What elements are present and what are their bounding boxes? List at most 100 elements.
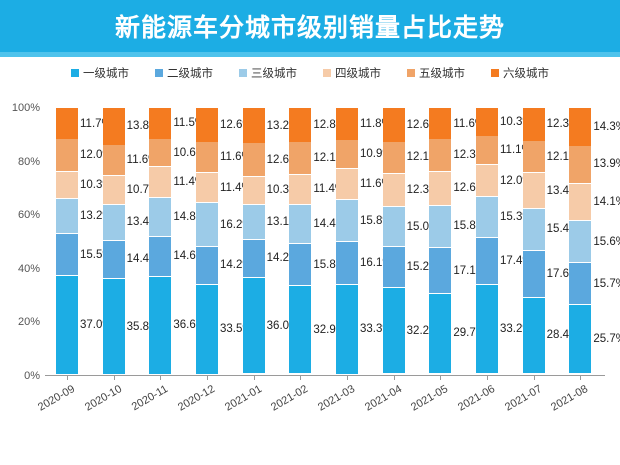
legend-item[interactable]: 六级城市 bbox=[491, 65, 549, 81]
bar-segment[interactable]: 11.4% bbox=[149, 167, 205, 198]
bar-segment[interactable]: 11.5% bbox=[149, 108, 205, 139]
bar-stack[interactable]: 11.5% 10.6% 11.4% 14.8% 14.6% 36.6% bbox=[149, 108, 206, 376]
bar-segment-value-label: 13.9% bbox=[593, 158, 620, 171]
bar-segment[interactable]: 35.8% bbox=[102, 279, 159, 376]
bar-segment[interactable]: 13.4% bbox=[522, 173, 579, 210]
bar-segment[interactable]: 36.6% bbox=[149, 276, 206, 375]
bar-segment[interactable]: 15.8% bbox=[429, 205, 486, 249]
legend-swatch-icon bbox=[491, 69, 499, 77]
bar-segment[interactable]: 12.0% bbox=[56, 139, 113, 172]
bar-segment[interactable]: 32.2% bbox=[382, 288, 439, 375]
bar-segment[interactable]: 11.6% bbox=[429, 108, 485, 140]
bar-segment[interactable]: 14.3% bbox=[569, 108, 620, 147]
x-axis-tick-mark bbox=[253, 376, 255, 380]
bar-segment[interactable]: 12.1% bbox=[289, 142, 346, 175]
bar-stack[interactable]: 10.3% 11.1% 12.0% 15.3% 17.4% 33.2% bbox=[476, 108, 533, 376]
bar-segment[interactable]: 33.3% bbox=[336, 285, 393, 375]
x-axis-tick-mark bbox=[300, 376, 302, 380]
bar-segment[interactable]: 13.9% bbox=[569, 146, 620, 184]
bar-segment[interactable]: 13.2% bbox=[56, 199, 113, 235]
bar-segment[interactable]: 12.6% bbox=[242, 143, 299, 178]
bar-segment[interactable]: 12.1% bbox=[382, 141, 439, 175]
bar-segment[interactable]: 37.0% bbox=[56, 276, 113, 376]
bar-segment[interactable]: 11.4% bbox=[289, 174, 345, 206]
bar-segment[interactable]: 15.6% bbox=[569, 221, 620, 264]
bar-segment[interactable]: 36.0% bbox=[242, 277, 299, 375]
bar-segment[interactable]: 17.6% bbox=[522, 250, 579, 298]
bar-segment[interactable]: 12.6% bbox=[382, 108, 439, 142]
legend-item[interactable]: 三级城市 bbox=[239, 65, 297, 81]
bar-segment[interactable]: 15.8% bbox=[336, 199, 393, 243]
legend-item-label: 一级城市 bbox=[83, 68, 129, 80]
legend-item[interactable]: 四级城市 bbox=[323, 65, 381, 81]
bar-segment[interactable]: 10.9% bbox=[336, 139, 393, 169]
bar-segment[interactable]: 11.7% bbox=[56, 108, 112, 140]
bar-segment[interactable]: 11.6% bbox=[336, 168, 392, 200]
bar-segment[interactable]: 13.2% bbox=[242, 108, 299, 144]
bar-segment[interactable]: 15.3% bbox=[476, 197, 533, 239]
bar-segment[interactable]: 10.3% bbox=[476, 108, 533, 136]
bar-segment[interactable]: 14.6% bbox=[149, 237, 206, 277]
bar-segment[interactable]: 15.8% bbox=[289, 243, 346, 287]
bar-segment[interactable]: 13.8% bbox=[102, 108, 159, 145]
legend-item[interactable]: 二级城市 bbox=[155, 65, 213, 81]
bar-segment[interactable]: 12.3% bbox=[522, 108, 579, 141]
bar-segment[interactable]: 15.5% bbox=[56, 234, 113, 276]
bar-segment[interactable]: 14.2% bbox=[196, 246, 253, 285]
legend-item[interactable]: 一级城市 bbox=[71, 65, 129, 81]
bar-segment[interactable]: 25.7% bbox=[569, 305, 620, 375]
bar-segment[interactable]: 12.8% bbox=[289, 108, 346, 143]
bar-segment[interactable]: 10.3% bbox=[56, 171, 113, 200]
bar-segment[interactable]: 15.4% bbox=[522, 209, 579, 251]
bar-stack[interactable]: 12.6% 12.1% 12.3% 15.0% 15.2% 32.2% bbox=[382, 108, 439, 376]
bar-stack[interactable]: 14.3% 13.9% 14.1% 15.6% 15.7% 25.7% bbox=[569, 108, 620, 376]
bar-segment[interactable]: 13.1% bbox=[242, 204, 299, 240]
bar-stack[interactable]: 12.3% 12.1% 13.4% 15.4% 17.6% 28.4% bbox=[522, 108, 579, 376]
page-title: 新能源车分城市级别销量占比走势 bbox=[114, 14, 505, 42]
bar-segment[interactable]: 12.3% bbox=[429, 139, 486, 173]
bar-stack[interactable]: 11.8% 10.9% 11.6% 15.8% 16.1% 33.3% bbox=[336, 108, 393, 376]
legend-item-label: 五级城市 bbox=[419, 68, 465, 80]
bar-segment[interactable]: 15.2% bbox=[382, 247, 439, 289]
bar-segment[interactable]: 11.6% bbox=[196, 141, 252, 173]
bar-stack[interactable]: 11.6% 12.3% 12.6% 15.8% 17.1% 29.7% bbox=[429, 108, 486, 376]
bar-segment[interactable]: 16.1% bbox=[336, 242, 393, 286]
bar-segment[interactable]: 17.1% bbox=[429, 248, 486, 294]
bar-segment[interactable]: 15.0% bbox=[382, 207, 439, 248]
bar-stack[interactable]: 13.8% 11.6% 10.7% 13.4% 14.4% 35.8% bbox=[102, 108, 159, 376]
bar-stack[interactable]: 12.6% 11.6% 11.4% 16.2% 14.2% 33.5% bbox=[196, 108, 253, 376]
bar-segment[interactable]: 10.7% bbox=[102, 176, 159, 205]
bar-segment[interactable]: 14.1% bbox=[569, 183, 620, 222]
bar-segment[interactable]: 11.1% bbox=[476, 135, 532, 166]
bar-segment[interactable]: 12.3% bbox=[382, 174, 439, 208]
bar-segment[interactable]: 12.0% bbox=[476, 165, 533, 198]
bar-segment[interactable]: 33.2% bbox=[476, 285, 533, 375]
legend-swatch-icon bbox=[323, 69, 331, 77]
bar-segment[interactable]: 16.2% bbox=[196, 203, 253, 247]
legend-item[interactable]: 五级城市 bbox=[407, 65, 465, 81]
bar-stack[interactable]: 13.2% 12.6% 10.3% 13.1% 14.2% 36.0% bbox=[242, 108, 299, 376]
bar-segment[interactable]: 12.6% bbox=[196, 108, 253, 142]
bar-segment[interactable]: 12.1% bbox=[522, 140, 579, 174]
bar-segment[interactable]: 14.4% bbox=[102, 240, 159, 280]
bar-segment[interactable]: 14.2% bbox=[242, 239, 299, 278]
bar-segment[interactable]: 17.4% bbox=[476, 238, 533, 286]
bar-segment[interactable]: 29.7% bbox=[429, 293, 486, 374]
bar-segment[interactable]: 28.4% bbox=[522, 297, 579, 374]
bar-segment[interactable]: 14.8% bbox=[149, 197, 206, 238]
bar-stack[interactable]: 12.8% 12.1% 11.4% 14.4% 15.8% 32.9% bbox=[289, 108, 346, 376]
x-axis-tick-mark bbox=[533, 376, 535, 380]
bar-segment[interactable]: 32.9% bbox=[289, 286, 346, 375]
bar-segment[interactable]: 13.4% bbox=[102, 204, 159, 241]
bar-segment[interactable]: 11.6% bbox=[102, 144, 158, 177]
bar-segment[interactable]: 33.5% bbox=[196, 284, 253, 375]
bar-segment[interactable]: 12.6% bbox=[429, 172, 486, 206]
bar-segment[interactable]: 11.4% bbox=[196, 172, 252, 204]
bar-segment[interactable]: 15.7% bbox=[569, 263, 620, 306]
bar-segment[interactable]: 14.4% bbox=[289, 205, 346, 244]
bar-stack[interactable]: 11.7% 12.0% 10.3% 13.2% 15.5% 37.0% bbox=[56, 108, 113, 376]
bar-segment[interactable]: 10.6% bbox=[149, 138, 206, 168]
bar-segment[interactable]: 11.8% bbox=[336, 108, 392, 140]
bar-segment[interactable]: 10.3% bbox=[242, 177, 299, 205]
x-axis-tick-mark bbox=[440, 376, 442, 380]
